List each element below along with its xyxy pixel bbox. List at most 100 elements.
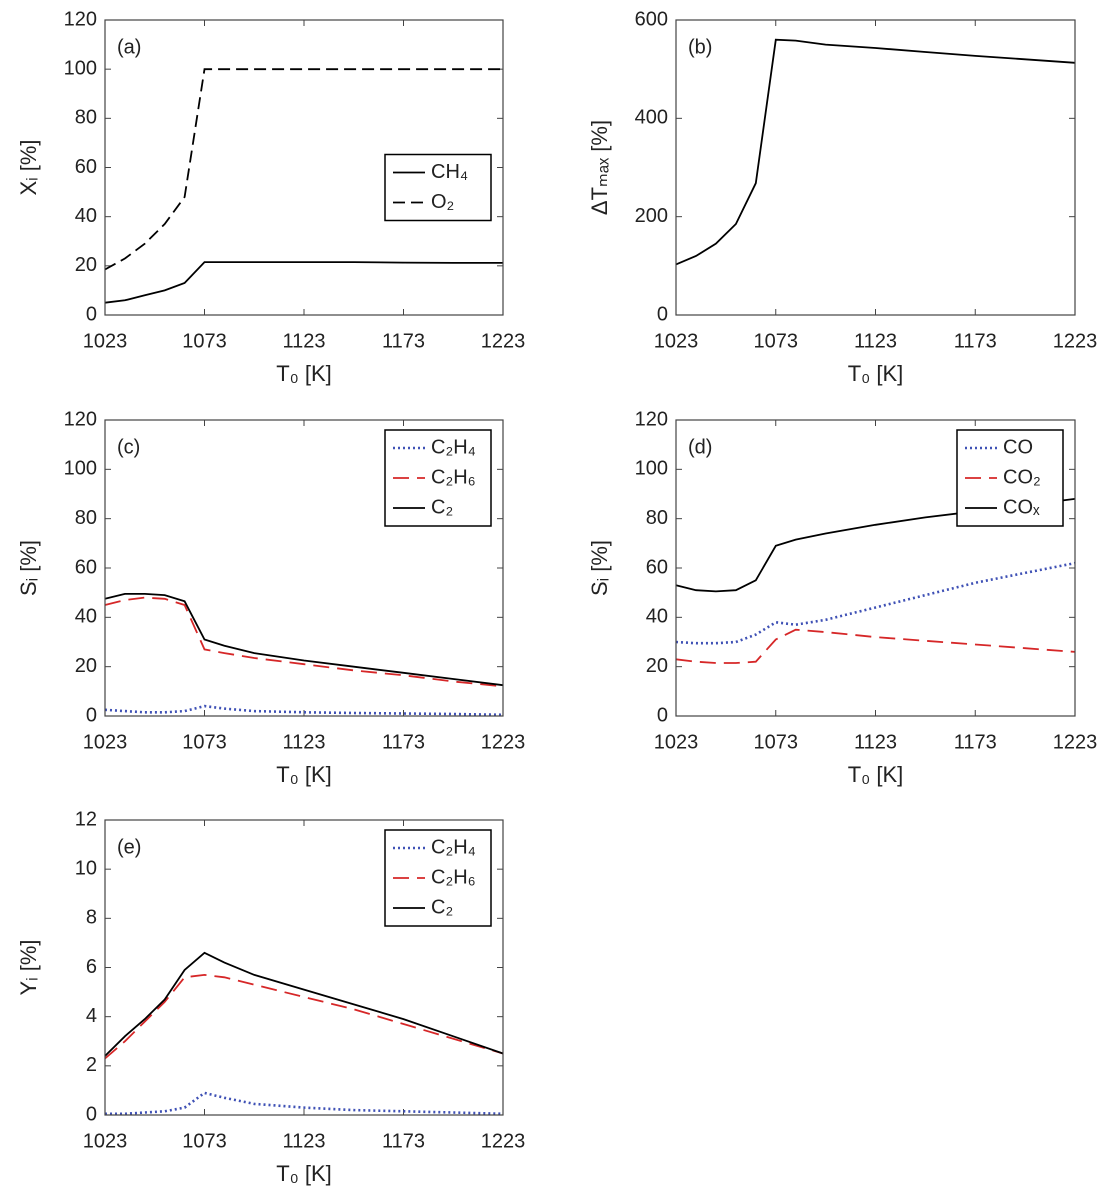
x-tick-label: 1173	[382, 330, 425, 352]
panel-label: (e)	[117, 836, 141, 858]
y-tick-label: 120	[635, 408, 668, 430]
legend-label: C₂H₆	[431, 866, 476, 888]
legend-label: CO₂	[1003, 466, 1041, 488]
legend-label: COₓ	[1003, 496, 1040, 518]
series-line	[104, 596, 504, 688]
x-tick-label: 1073	[182, 330, 227, 352]
y-tick-label: 0	[86, 303, 97, 325]
x-tick-label: 1123	[282, 731, 325, 753]
y-tick-label: 6	[86, 956, 97, 978]
series-line	[104, 951, 504, 1057]
legend-label: C₂	[431, 496, 453, 518]
plot-frame	[104, 819, 504, 1116]
y-tick-label: 80	[75, 507, 97, 529]
y-tick-label: 60	[646, 556, 668, 578]
y-tick-label: 200	[635, 205, 668, 227]
x-tick-label: 1023	[83, 1130, 128, 1152]
y-tick-label: 600	[635, 8, 668, 30]
legend-label: C₂H₄	[431, 436, 476, 458]
x-tick-label: 1223	[481, 330, 526, 352]
y-tick-label: 60	[75, 156, 97, 178]
y-tick-label: 12	[75, 808, 97, 830]
y-tick-label: 0	[86, 1103, 97, 1125]
panel: 0 2 4 6 8 10 12 1023 1073 1123 1173 1223 (e) T₀ [K] Yᵢ…	[16, 808, 525, 1186]
legend-box	[384, 153, 492, 222]
x-tick-label: 1223	[481, 1130, 526, 1152]
y-tick-label: 80	[75, 107, 97, 129]
y-tick-label: 100	[64, 57, 97, 79]
x-axis-label: T₀ [K]	[848, 361, 904, 386]
y-tick-label: 20	[75, 655, 97, 677]
x-tick-label: 1073	[754, 330, 799, 352]
plot-frame	[104, 419, 504, 717]
y-axis-label: Sᵢ [%]	[587, 540, 612, 596]
x-axis-label: T₀ [K]	[276, 361, 332, 386]
legend-label: C₂	[431, 896, 453, 918]
panel: 0 20 40 60 80 100 120 1023 1073 1123 1173 1223 (a) T₀…	[16, 8, 525, 386]
series-line	[675, 38, 1076, 266]
y-axis-label: Sᵢ [%]	[16, 540, 41, 596]
y-tick-label: 40	[646, 606, 668, 628]
x-tick-label: 1173	[382, 731, 425, 753]
panel: 0 20 40 60 80 100 120 1023 1073 1123 1173 1223 (d) T₀…	[587, 408, 1097, 787]
x-tick-label: 1223	[1053, 731, 1098, 753]
x-axis-label: T₀ [K]	[276, 1161, 332, 1186]
y-axis-label: Yᵢ [%]	[16, 939, 41, 995]
series-line	[104, 973, 504, 1060]
x-tick-label: 1173	[382, 1130, 425, 1152]
series-line	[104, 68, 503, 271]
series-line	[104, 593, 504, 687]
x-tick-label: 1023	[83, 731, 128, 753]
y-tick-label: 0	[657, 303, 668, 325]
y-tick-label: 60	[75, 556, 97, 578]
series-line	[105, 1091, 504, 1116]
plot-frame	[104, 19, 504, 316]
panel-label: (a)	[117, 36, 141, 58]
x-tick-label: 1123	[282, 330, 325, 352]
panel-label: (c)	[117, 436, 140, 458]
y-tick-label: 0	[657, 704, 668, 726]
y-tick-label: 40	[75, 205, 97, 227]
panel-label: (d)	[688, 436, 712, 458]
x-tick-label: 1073	[182, 1130, 227, 1152]
y-tick-label: 8	[86, 907, 97, 929]
y-tick-label: 120	[64, 408, 97, 430]
y-tick-label: 40	[75, 606, 97, 628]
y-tick-label: 80	[646, 507, 668, 529]
x-tick-label: 1223	[1053, 330, 1098, 352]
y-tick-label: 20	[646, 655, 668, 677]
y-tick-label: 0	[86, 704, 97, 726]
legend-label: O₂	[431, 191, 454, 213]
y-axis-label: ΔTₘₐₓ [%]	[587, 120, 612, 215]
x-tick-label: 1123	[282, 1130, 325, 1152]
plot-frame	[675, 419, 1076, 717]
y-tick-label: 20	[75, 254, 97, 276]
y-tick-label: 10	[75, 857, 97, 879]
y-axis-label: Xᵢ [%]	[16, 139, 41, 195]
x-axis-label: T₀ [K]	[848, 762, 904, 787]
plot-frame	[675, 19, 1076, 316]
x-tick-label: 1073	[182, 731, 227, 753]
y-tick-label: 100	[635, 458, 668, 480]
y-tick-label: 2	[86, 1054, 97, 1076]
x-tick-label: 1023	[654, 330, 699, 352]
x-tick-label: 1123	[854, 731, 897, 753]
series-line	[675, 628, 1076, 664]
y-tick-label: 120	[64, 8, 97, 30]
x-tick-label: 1023	[654, 731, 699, 753]
legend-label: C₂H₄	[431, 836, 476, 858]
legend-label: CO	[1003, 436, 1033, 458]
legend-label: C₂H₆	[431, 466, 476, 488]
y-tick-label: 4	[86, 1005, 97, 1027]
y-tick-label: 100	[64, 458, 97, 480]
series-line	[675, 561, 1076, 645]
panel: 0 200 400 600 1023 1073 1123 1173 1223 (b) T₀ [K] Δ…	[587, 8, 1097, 386]
x-tick-label: 1073	[754, 731, 799, 753]
x-tick-label: 1173	[954, 330, 997, 352]
x-tick-label: 1223	[481, 731, 526, 753]
y-tick-label: 400	[635, 107, 668, 129]
x-axis-label: T₀ [K]	[276, 762, 332, 787]
series-line	[104, 261, 503, 304]
x-tick-label: 1023	[83, 330, 128, 352]
